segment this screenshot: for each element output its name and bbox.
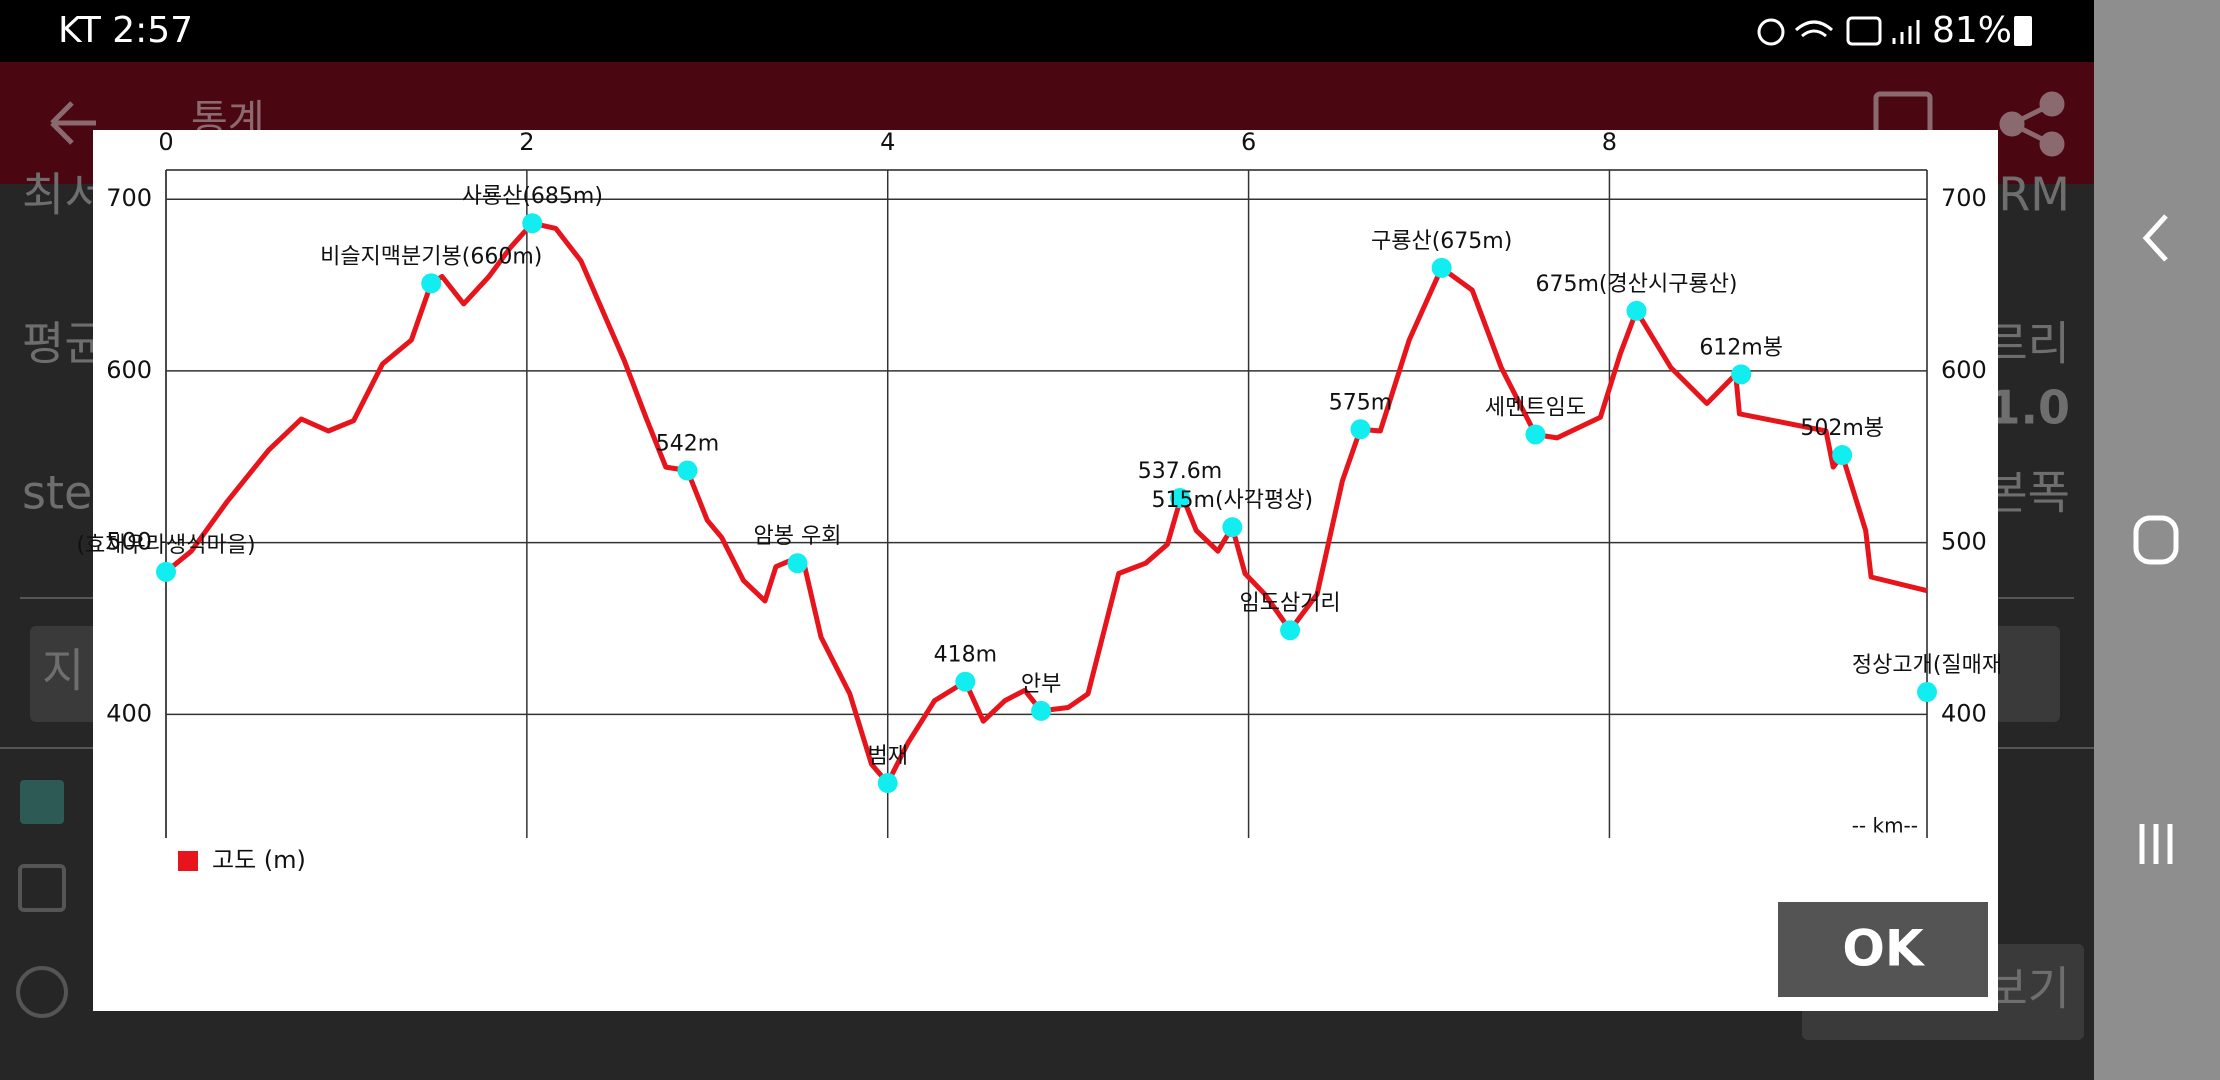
waypoint-marker [787,553,808,574]
waypoint-label: 사룡산(685m) [462,184,603,209]
waypoint-marker [955,671,976,692]
checkbox-checked[interactable] [20,780,64,824]
ok-label: OK [1842,920,1926,978]
background-text: 보기 [1985,962,2070,1016]
back-button[interactable] [50,101,96,145]
status-time: KT 2:57 [58,10,193,51]
waypoint-label: 암봉 우회 [754,524,842,549]
waypoint-label: 515m(사각평상) [1152,488,1314,513]
background-text: 르리 [1985,317,2070,371]
background-text: RM [1998,168,2070,222]
x-tick-label: 2 [519,128,534,156]
y-tick-label: 700 [106,184,152,212]
waypoint-label: 502m봉 [1800,416,1884,441]
waypoint-label: 675m(경산시구룡산) [1535,272,1737,297]
ok-button[interactable] [1778,902,1988,997]
waypoint-label: 537.6m [1138,459,1222,484]
y-tick-label: 400 [106,699,152,727]
waypoint-marker [421,273,442,294]
background-text: ste [22,466,92,520]
elevation-line [164,220,1928,786]
waypoint-label: 구룡산(675m) [1371,229,1512,254]
x-tick-label: 6 [1241,128,1256,156]
waypoint-marker [1525,424,1546,445]
nav-bar [2094,0,2220,1080]
waypoint-label: (효재우라생식마을) [76,533,255,558]
waypoint-label: 안부 [1021,672,1061,697]
waypoint-label: 418m [934,643,997,668]
checkbox[interactable] [18,864,66,912]
share-button[interactable] [1999,91,2065,157]
nav-back[interactable] [2142,214,2168,262]
waypoint-marker [877,773,898,794]
background-text: 평균 [22,317,107,371]
legend-label: 고도 (m) [212,846,306,874]
waypoint-marker [1031,700,1052,721]
background-text: 지 [42,644,84,698]
waypoint-marker [1431,257,1452,278]
waypoint-marker [1222,517,1243,538]
battery-icon [2014,16,2032,46]
y2-tick-label: 500 [1941,528,1987,556]
waypoint-label: 542m [656,432,719,457]
waypoint-label: 612m봉 [1699,335,1783,360]
legend-swatch [178,851,198,871]
chart: 0 2 4 6 8 400 400 500 500 600 600 700 700 -- km-- 고도 (… [76,128,2002,874]
waypoint-marker [156,561,176,582]
background-text: 본폭 [1985,466,2070,520]
y-tick-label: 600 [106,356,152,384]
waypoint-label: 범재 [867,744,907,769]
battery-percent: 81% [1932,10,2012,51]
x-tick-label: 0 [158,128,173,156]
waypoint-marker [677,460,698,481]
x-axis-label: -- km-- [1852,814,1918,838]
status-icons [1757,16,1920,46]
nav-recents[interactable] [2139,824,2173,864]
y2-tick-label: 700 [1941,184,1987,212]
y-tick-label: 500 [106,528,152,556]
waypoint-marker [1350,419,1371,440]
dialog [93,130,1998,1011]
waypoint-marker [1280,620,1301,641]
waypoint-marker [1832,445,1853,466]
waypoint-label: 정상고개(질매재 [1852,653,2002,678]
y2-tick-label: 400 [1941,699,1987,727]
background-text: 최서 [22,168,107,222]
waypoint-label: 임도삼거리 [1239,591,1340,616]
nav-home[interactable] [2133,515,2179,565]
waypoint-marker [522,213,543,234]
radio[interactable] [16,966,68,1018]
x-tick-label: 8 [1602,128,1617,156]
waypoint-marker [1626,300,1647,321]
waypoint-marker [1917,682,1937,703]
waypoint-marker [1731,364,1752,385]
status-bar [0,0,2094,62]
waypoint-label: 세멘트임도 [1485,395,1586,420]
waypoint-label: 575m [1329,390,1392,415]
waypoint-label: 비슬지맥분기봉(660m) [320,244,542,269]
waypoint-marker [1170,487,1191,508]
x-tick-label: 4 [880,128,895,156]
y2-tick-label: 600 [1941,356,1987,384]
